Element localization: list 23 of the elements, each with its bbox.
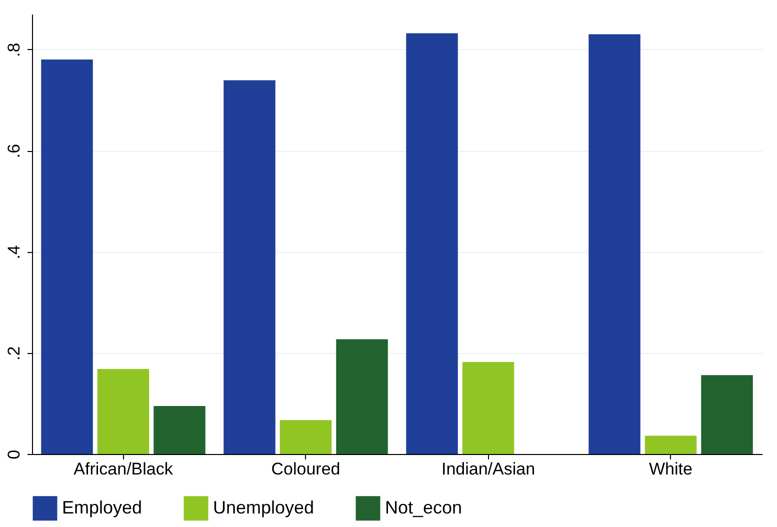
- bar: [154, 406, 206, 454]
- x-tick-label: Coloured: [271, 460, 340, 478]
- bar: [462, 362, 514, 454]
- legend-label: Unemployed: [213, 497, 314, 518]
- x-tick-label: White: [649, 460, 692, 478]
- bar: [644, 436, 697, 454]
- bar: [336, 339, 388, 454]
- bar: [280, 420, 332, 454]
- x-tick-label: Indian/Asian: [441, 460, 536, 478]
- legend-label: Not_econ: [385, 497, 462, 518]
- bar: [588, 34, 640, 454]
- y-tick-label: .2: [4, 346, 24, 360]
- y-tick-label: .6: [4, 144, 24, 158]
- bar: [41, 60, 93, 454]
- legend-label: Employed: [62, 497, 142, 518]
- bar: [97, 369, 150, 454]
- bar: [406, 33, 458, 454]
- x-tick-label: African/Black: [74, 460, 174, 478]
- bar: [224, 80, 276, 454]
- bar: [701, 375, 753, 454]
- y-tick-label: .4: [4, 245, 24, 260]
- y-tick-label: 0: [4, 450, 24, 460]
- y-tick-label: .8: [4, 42, 24, 57]
